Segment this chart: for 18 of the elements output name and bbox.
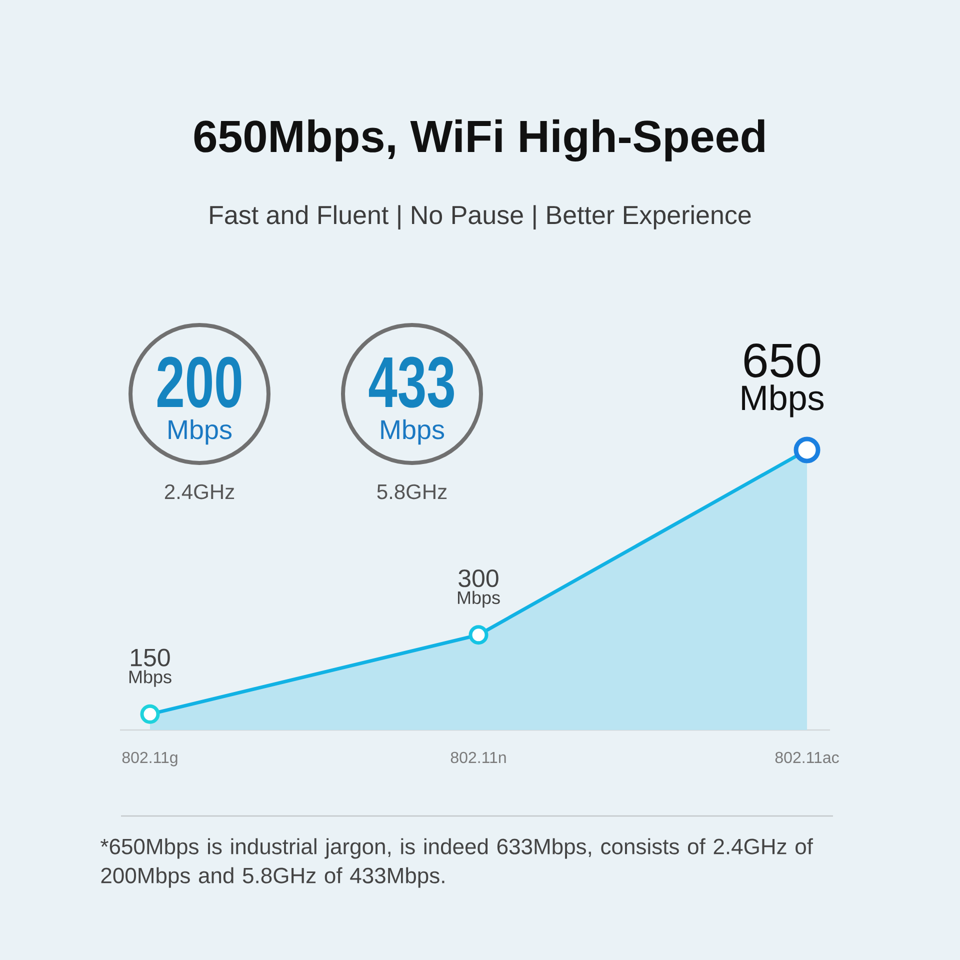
annotation: Mbps — [129, 670, 172, 687]
annotation: 5.8GHz — [377, 484, 447, 500]
text: *650Mbps is industrial jargon, is indeed 633Mbps, consists of 2.4GHz of 200Mbps and 5.8GHz of 433Mbps. — [100, 838, 814, 888]
text: Mbps — [381, 419, 444, 445]
text: Mbps — [168, 419, 232, 445]
chart-title: 650Mbps, WiFi High-Speed — [194, 119, 764, 162]
text: 433 — [368, 356, 454, 408]
x-tick-label: 802.11n — [450, 752, 506, 764]
annotation: 2.4GHz — [164, 484, 234, 500]
data-label: 150 — [131, 648, 170, 666]
chart-subtitle: Fast and Fluent | No Pause | Better Experience — [210, 205, 751, 230]
data-label: 300 — [458, 569, 498, 588]
data-label: 650 — [744, 343, 820, 378]
x-tick-label: 802.11g — [122, 752, 178, 766]
x-tick-label: 802.11ac — [775, 752, 839, 764]
text: 200 — [157, 356, 242, 408]
text: Mbps — [742, 384, 824, 418]
annotation: Mbps — [458, 590, 500, 608]
